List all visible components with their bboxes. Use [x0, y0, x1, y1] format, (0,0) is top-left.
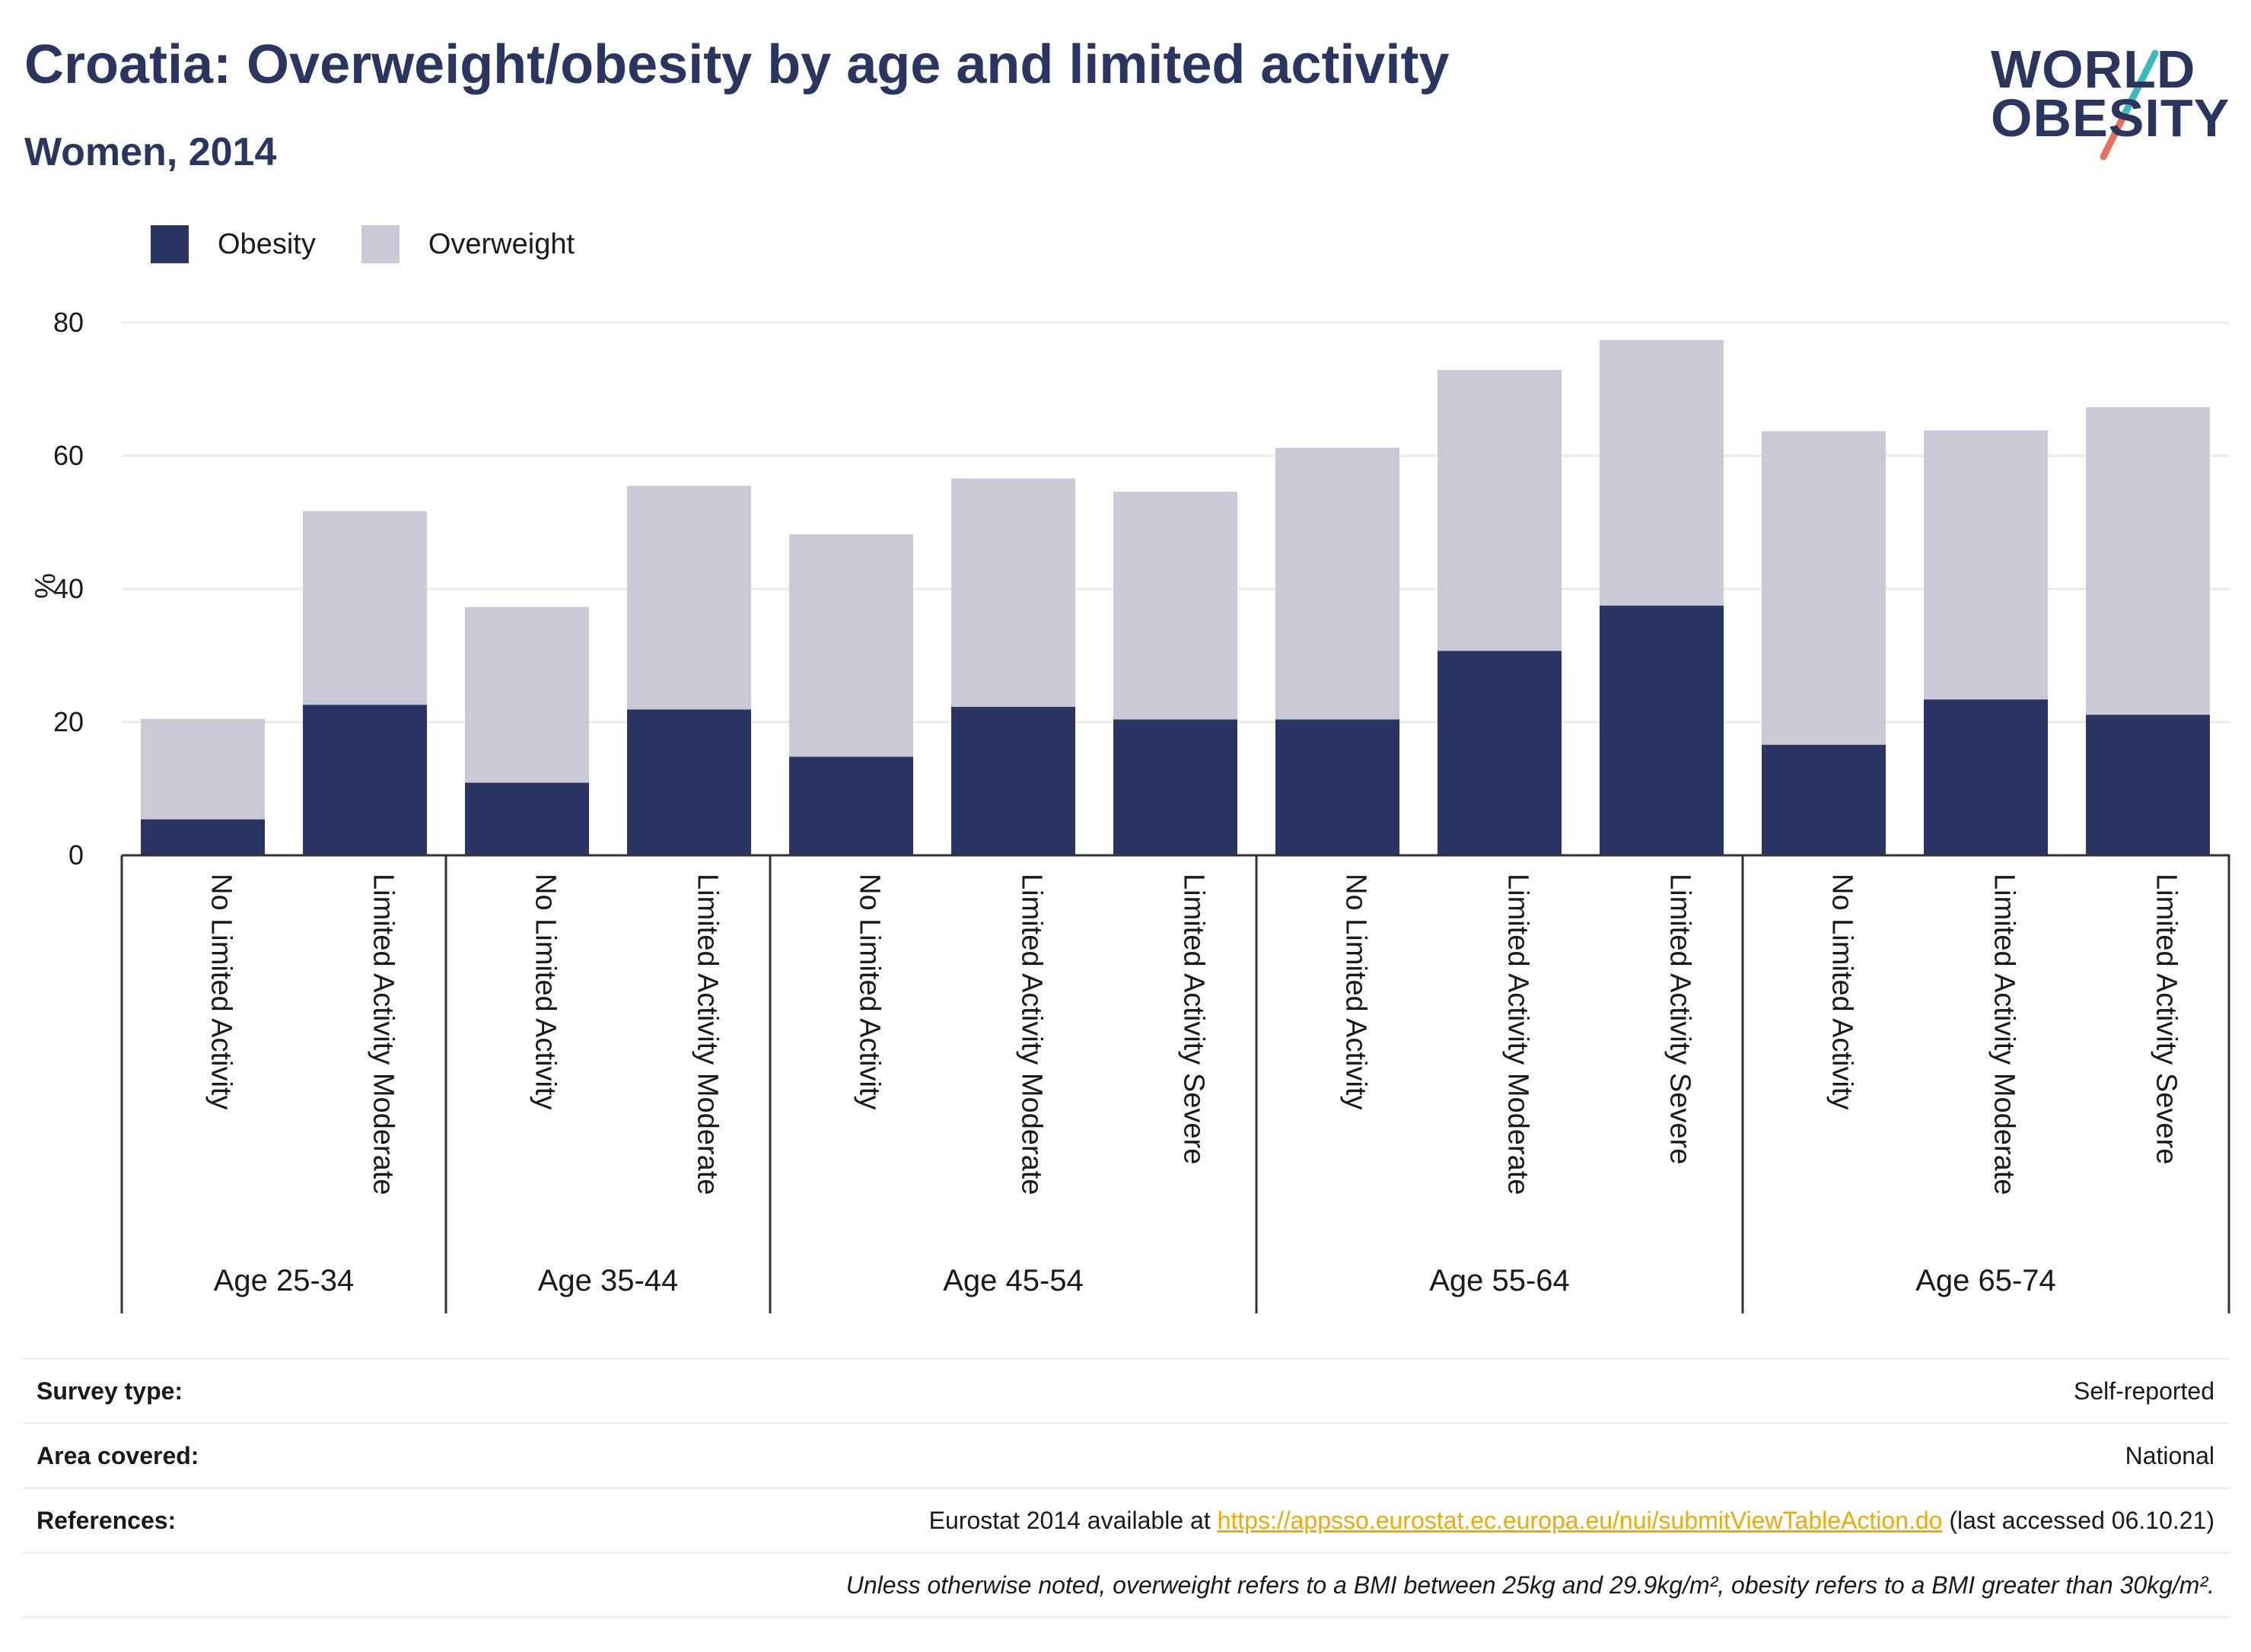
x-category-label: No Limited Activity — [530, 874, 562, 1109]
bar-overweight — [465, 606, 589, 783]
bar-obesity — [1924, 699, 2048, 855]
bar-obesity — [1113, 719, 1237, 855]
x-category-label: No Limited Activity — [854, 874, 886, 1109]
info-table: Survey type: Self-reported Area covered:… — [23, 1358, 2230, 1619]
y-tick-label: 0 — [68, 839, 84, 871]
legend-swatch-overweight — [361, 225, 400, 263]
y-tick-label: 40 — [53, 573, 84, 604]
bar-overweight — [2086, 407, 2210, 715]
x-group-label: Age 55-64 — [1429, 1264, 1570, 1297]
bar-obesity — [1600, 605, 1724, 855]
bar-obesity — [789, 756, 913, 855]
legend-item-obesity: Obesity — [151, 225, 316, 263]
bar-overweight — [303, 511, 427, 705]
bar-obesity — [627, 709, 751, 855]
bar-overweight — [1762, 431, 1886, 745]
legend-label-obesity: Obesity — [218, 228, 316, 260]
x-category-label: No Limited Activity — [205, 874, 237, 1109]
x-category-label: Limited Activity Moderate — [1502, 874, 1534, 1195]
bmi-definition-note: Unless otherwise noted, overweight refer… — [845, 1571, 2214, 1599]
info-row-references: References: Eurostat 2014 available at h… — [23, 1487, 2230, 1552]
x-category-label: No Limited Activity — [1340, 874, 1372, 1109]
bar-overweight — [1924, 430, 2048, 700]
x-group-label: Age 35-44 — [538, 1264, 679, 1297]
info-row-area: Area covered: National — [23, 1422, 2230, 1487]
chart-legend: Obesity Overweight — [151, 225, 620, 263]
area-covered-label: Area covered: — [37, 1441, 199, 1469]
x-group-label: Age 45-54 — [943, 1264, 1084, 1297]
legend-item-overweight: Overweight — [361, 225, 575, 263]
info-row-survey: Survey type: Self-reported — [23, 1358, 2230, 1422]
logo-text-obesity: OBESITY — [1991, 88, 2230, 148]
chart-subtitle: Women, 2014 — [24, 130, 277, 174]
x-category-label: Limited Activity Moderate — [1016, 874, 1048, 1195]
bar-obesity — [303, 705, 427, 855]
bar-obesity — [2086, 715, 2210, 855]
bar-obesity — [1762, 744, 1886, 855]
bar-chart: 0 20 40 60 80% No Limited Activity Limited Act… — [30, 307, 2230, 1313]
y-tick-label: 20 — [53, 706, 84, 737]
x-group-label: Age 65-74 — [1915, 1264, 2056, 1297]
references-prefix: Eurostat 2014 available at — [928, 1506, 1218, 1534]
x-category-label: Limited Activity Moderate — [692, 874, 724, 1195]
x-category-label: Limited Activity Severe — [2151, 874, 2183, 1164]
bar-overweight — [951, 478, 1075, 707]
x-category-label: Limited Activity Severe — [1664, 874, 1696, 1164]
references-suffix: (last accessed 06.10.21) — [1942, 1506, 2214, 1534]
bar-overweight — [1113, 492, 1237, 720]
references-link[interactable]: https://appsso.eurostat.ec.europa.eu/nui… — [1217, 1506, 1943, 1534]
bar-overweight — [789, 534, 913, 757]
x-category-label: Limited Activity Moderate — [1988, 874, 2020, 1195]
references-value: Eurostat 2014 available at https://appss… — [929, 1507, 2230, 1535]
survey-type-value: Self-reported — [2074, 1377, 2214, 1405]
bar-overweight — [1438, 370, 1562, 651]
x-category-label: No Limited Activity — [1826, 874, 1858, 1109]
area-covered-value: National — [2125, 1441, 2214, 1469]
bar-obesity — [1438, 651, 1562, 855]
x-category-label: Limited Activity Moderate — [368, 874, 400, 1195]
logo-text-world: WORLD — [1991, 40, 2196, 99]
bar-obesity — [465, 782, 589, 855]
bar-overweight — [141, 718, 265, 820]
bar-obesity — [141, 819, 265, 855]
legend-label-overweight: Overweight — [428, 228, 575, 260]
x-category-label: Limited Activity Severe — [1178, 874, 1210, 1164]
logo-slash-icon — [2100, 49, 2159, 161]
y-axis-label: % — [30, 573, 62, 599]
survey-type-label: Survey type: — [37, 1377, 183, 1405]
bar-overweight — [1275, 447, 1399, 720]
bar-obesity — [1275, 719, 1399, 855]
info-row-note: Unless otherwise noted, overweight refer… — [23, 1552, 2230, 1619]
y-tick-label: 60 — [53, 440, 84, 471]
bar-obesity — [951, 706, 1075, 855]
x-group-label: Age 25-34 — [214, 1264, 355, 1297]
y-tick-label: 80 — [53, 307, 84, 338]
references-label: References: — [37, 1506, 177, 1534]
chart-title: Croatia: Overweight/obesity by age and l… — [24, 34, 1450, 95]
bar-overweight — [627, 485, 751, 710]
legend-swatch-obesity — [151, 225, 189, 263]
world-obesity-logo: WORLD OBESITY — [1979, 21, 2230, 166]
bar-overweight — [1600, 339, 1724, 606]
